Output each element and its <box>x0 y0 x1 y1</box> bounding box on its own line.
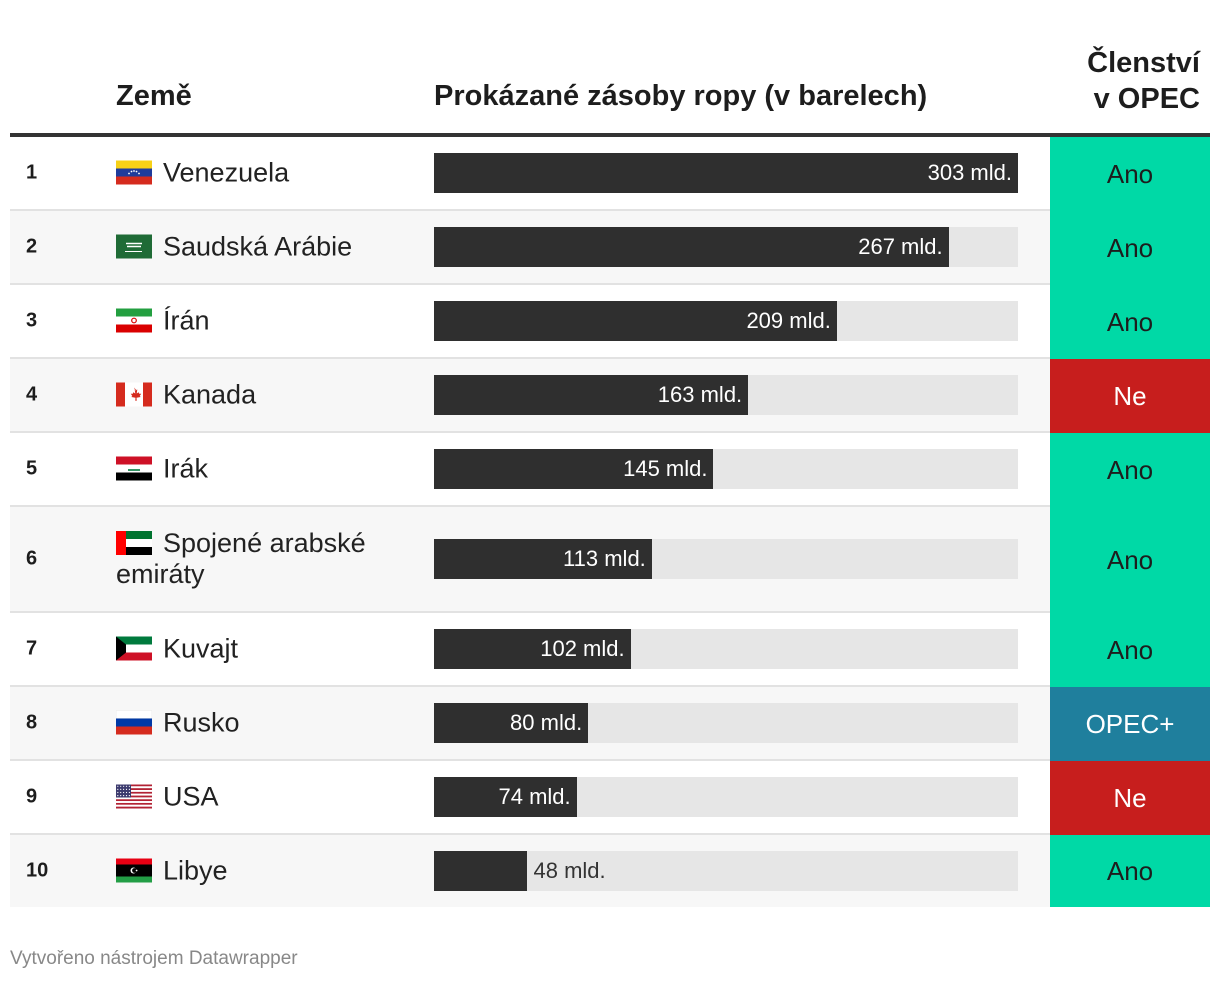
country-cell: Saudská Arábie <box>116 232 396 263</box>
country-cell: Kanada <box>116 380 396 411</box>
country-name: Irák <box>163 453 209 484</box>
bar-value-label: 267 mld. <box>858 234 943 259</box>
table-row: 6 Spojené arabské emiráty 113 mld. Ano <box>10 507 1210 613</box>
bar-mark <box>434 851 527 891</box>
country-name: Libye <box>163 855 228 886</box>
opec-status-cell: Ne <box>1050 761 1210 835</box>
table-row: 1 Venezuela 303 mld. Ano <box>10 137 1210 211</box>
bar-track: 48 mld. <box>434 851 1018 891</box>
bar-track: 74 mld. <box>434 777 1018 817</box>
rank-number: 1 <box>26 161 38 184</box>
bar-value-label: 48 mld. <box>533 858 606 883</box>
country-cell: USA <box>116 782 396 813</box>
column-header-opec-line1: Členství <box>1087 47 1200 79</box>
rank-number: 7 <box>26 637 38 660</box>
bar-value-label: 74 mld. <box>498 784 571 809</box>
rank-number: 10 <box>26 859 49 882</box>
bar-mark <box>434 629 631 669</box>
bar-value-label: 145 mld. <box>623 456 708 481</box>
country-cell: Rusko <box>116 708 396 739</box>
table-row: 7 Kuvajt 102 mld. Ano <box>10 613 1210 687</box>
opec-status-cell: Ano <box>1050 285 1210 359</box>
table-row: 8 Rusko 80 mld. OPEC+ <box>10 687 1210 761</box>
bar-track: 209 mld. <box>434 301 1018 341</box>
bar-track: 113 mld. <box>434 539 1018 579</box>
column-header-opec[interactable]: Členství v OPEC <box>1050 45 1200 117</box>
column-header-reserves[interactable]: Prokázané zásoby ropy (v barelech) <box>434 80 928 112</box>
table-row: 9 USA 74 mld. Ne <box>10 761 1210 835</box>
opec-status-cell: Ano <box>1050 507 1210 613</box>
bar-mark <box>434 777 577 817</box>
country-name: Kanada <box>163 379 257 410</box>
bar-track: 303 mld. <box>434 153 1018 193</box>
bar-track: 163 mld. <box>434 375 1018 415</box>
country-name: USA <box>163 781 219 812</box>
bar-track: 267 mld. <box>434 227 1018 267</box>
canada-flag-icon <box>116 382 152 407</box>
footer-credit[interactable]: Vytvořeno nástrojem Datawrapper <box>10 948 298 969</box>
bar-track: 102 mld. <box>434 629 1018 669</box>
bar-value-label: 102 mld. <box>540 636 625 661</box>
bar-value-label: 303 mld. <box>927 160 1012 185</box>
bar-value-label: 113 mld. <box>563 546 646 571</box>
table-header: Země Prokázané zásoby ropy (v barelech) … <box>10 0 1210 137</box>
column-header-opec-line2: v OPEC <box>1093 83 1200 115</box>
table-row: 4 Kanada 163 mld. Ne <box>10 359 1210 433</box>
iran-flag-icon <box>116 308 152 333</box>
bar-value-label: 80 mld. <box>510 710 583 735</box>
country-cell: Libye <box>116 856 396 887</box>
country-cell: Irák <box>116 454 396 485</box>
country-name: Saudská Arábie <box>163 231 353 262</box>
bar-value-label: 209 mld. <box>746 308 831 333</box>
column-header-country[interactable]: Země <box>116 80 192 112</box>
rank-number: 9 <box>26 785 38 808</box>
country-name: Spojené arabské emiráty <box>116 528 366 589</box>
country-name: Kuvajt <box>163 633 239 664</box>
uae-flag-icon <box>116 531 152 555</box>
kuwait-flag-icon <box>116 636 152 661</box>
bar-track: 80 mld. <box>434 703 1018 743</box>
country-cell: Spojené arabské emiráty <box>116 528 396 590</box>
saudi-arabia-flag-icon <box>116 234 152 259</box>
table-row: 2 Saudská Arábie 267 mld. Ano <box>10 211 1210 285</box>
country-cell: Kuvajt <box>116 634 396 665</box>
table-row: 10 Libye 48 mld. Ano <box>10 835 1210 907</box>
bar-mark <box>434 703 589 743</box>
country-name: Rusko <box>163 707 240 738</box>
bar-mark <box>434 227 949 267</box>
bar-mark <box>434 449 714 489</box>
bar-track: 145 mld. <box>434 449 1018 489</box>
table-body: 1 Venezuela 303 mld. Ano 2 Saudská Arábie 267 … <box>10 137 1210 907</box>
opec-status-cell: Ano <box>1050 835 1210 907</box>
table-row: 3 Írán 209 mld. Ano <box>10 285 1210 359</box>
country-name: Venezuela <box>163 157 290 188</box>
bar-mark <box>434 539 652 579</box>
bar-mark <box>434 301 837 341</box>
rank-number: 4 <box>26 383 38 406</box>
usa-flag-icon <box>116 784 152 809</box>
rank-number: 5 <box>26 457 38 480</box>
rank-number: 8 <box>26 711 38 734</box>
country-cell: Venezuela <box>116 158 396 189</box>
table-row: 5 Irák 145 mld. Ano <box>10 433 1210 507</box>
opec-status-cell: Ano <box>1050 613 1210 687</box>
opec-status-cell: Ne <box>1050 359 1210 433</box>
rank-number: 2 <box>26 235 38 258</box>
rank-number: 6 <box>26 547 38 570</box>
opec-status-cell: Ano <box>1050 211 1210 285</box>
bar-value-label: 163 mld. <box>657 382 743 407</box>
libya-flag-icon <box>116 858 152 883</box>
venezuela-flag-icon <box>116 160 152 185</box>
country-name: Írán <box>163 305 210 336</box>
opec-status-cell: OPEC+ <box>1050 687 1210 761</box>
iraq-flag-icon <box>116 456 152 481</box>
opec-status-cell: Ano <box>1050 137 1210 211</box>
bar-mark <box>434 375 749 415</box>
opec-status-cell: Ano <box>1050 433 1210 507</box>
rank-number: 3 <box>26 309 38 332</box>
oil-reserves-table: Země Prokázané zásoby ropy (v barelech) … <box>10 0 1210 907</box>
bar-mark <box>434 153 1018 193</box>
russia-flag-icon <box>116 710 152 735</box>
country-cell: Írán <box>116 306 396 337</box>
